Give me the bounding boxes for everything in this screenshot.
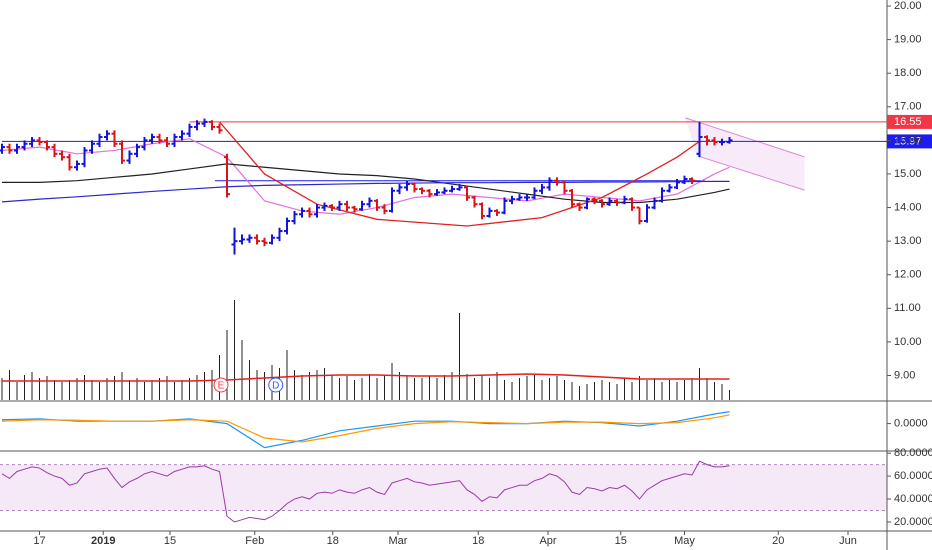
price-label: 15.97: [894, 135, 922, 147]
channel-line: [697, 155, 805, 191]
rsi-band: [0, 464, 887, 511]
y-tick-label: 80.0000: [894, 447, 932, 459]
y-tick-label: 19.00: [894, 34, 922, 46]
y-tick-label: 10.00: [894, 336, 922, 348]
x-tick-label: Apr: [539, 535, 556, 547]
y-tick-label: 12.00: [894, 269, 922, 281]
cup-arc: [219, 121, 700, 227]
moving-average: [1, 180, 730, 203]
x-tick-label: Jun: [839, 535, 857, 547]
event-marker: [213, 377, 229, 393]
x-tick-label: Feb: [245, 535, 264, 547]
y-tick-label: 14.00: [894, 201, 922, 213]
y-tick-label: 40.0000: [894, 493, 932, 505]
x-tick-label: 15: [164, 535, 176, 547]
x-tick-label: 18: [327, 535, 339, 547]
price-label-box: [887, 134, 932, 149]
event-label: D: [272, 381, 279, 392]
y-tick-label: 16.00: [894, 134, 922, 146]
y-tick-label: 15.00: [894, 168, 922, 180]
macd-line: [1, 414, 730, 443]
moving-average: [2, 163, 730, 204]
y-tick-label: 60.0000: [894, 470, 932, 482]
x-tick-label: 2019: [91, 535, 115, 547]
x-tick-label: 20: [772, 535, 784, 547]
y-tick-label: 18.00: [894, 67, 922, 79]
rsi-line: [1, 460, 730, 523]
y-tick-label: 9.00: [894, 369, 915, 381]
price-label-box: [887, 114, 932, 129]
x-tick-label: May: [674, 535, 695, 547]
y-tick-label: 20.00: [894, 0, 922, 12]
x-tick-label: 17: [33, 535, 45, 547]
x-tick-label: 15: [615, 535, 627, 547]
channel-fill: [685, 117, 805, 191]
y-tick-label: 20.0000: [894, 516, 932, 528]
x-tick-label: 18: [472, 535, 484, 547]
event-label: E: [218, 381, 225, 392]
volume-ma: [2, 373, 730, 382]
price-label: 16.55: [894, 116, 922, 128]
y-tick-label: 13.00: [894, 235, 922, 247]
x-tick-label: Mar: [389, 535, 408, 547]
event-marker: [268, 377, 284, 393]
y-tick-label: 0.0000: [894, 418, 928, 430]
y-tick-label: 11.00: [894, 302, 921, 314]
channel-line: [685, 117, 805, 158]
y-tick-label: 17.00: [894, 101, 922, 113]
